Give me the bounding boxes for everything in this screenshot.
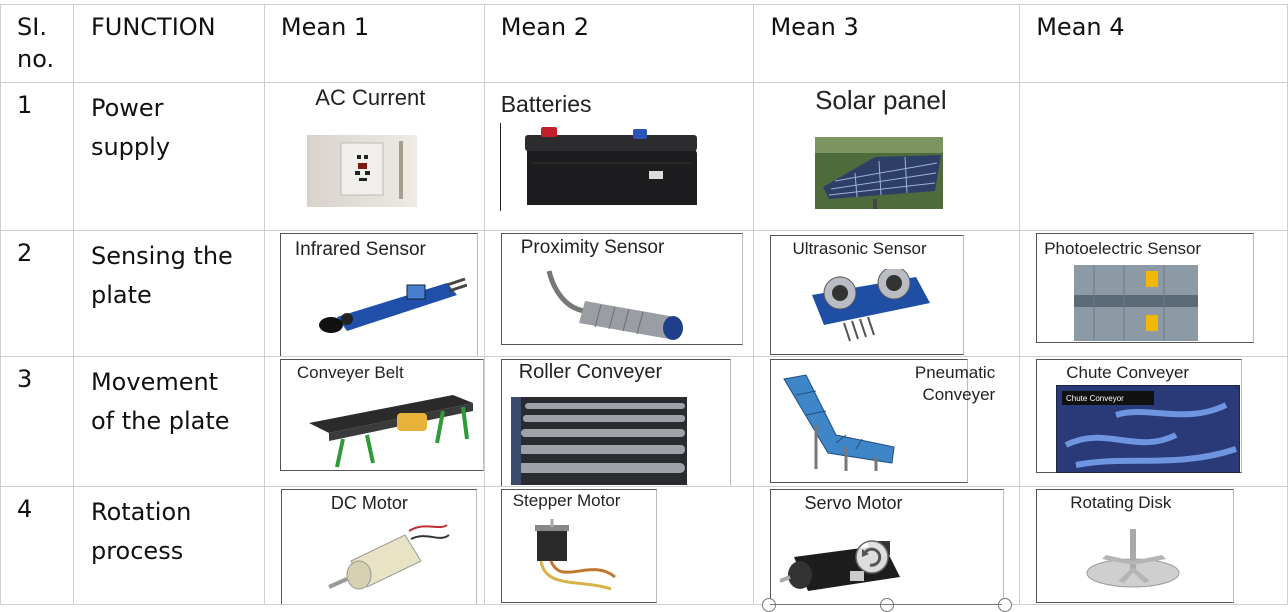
- header-row: SI. no. FUNCTION Mean 1 Mean 2 Mean 3 Mea…: [0, 4, 1288, 83]
- mean-cell-dc-motor: DC Motor: [263, 486, 485, 605]
- mean-cell-batteries: Batteries: [483, 82, 755, 231]
- proximity-sensor-image: [546, 270, 683, 340]
- caption: Solar panel: [815, 85, 947, 115]
- caption: Photoelectric Sensor: [1044, 239, 1202, 258]
- caption: Conveyer Belt: [296, 363, 404, 382]
- mean-cell-chute-conveyer: Chute Conveyer Chute Conveyor: [1019, 356, 1288, 487]
- row-number: 1: [0, 82, 74, 231]
- mean-cell-stepper-motor: Stepper Motor: [483, 486, 755, 605]
- caption: Proximity Sensor: [520, 237, 665, 258]
- mean-cell-servo-motor: Servo Motor: [753, 486, 1021, 605]
- caption: Servo Motor: [804, 493, 903, 513]
- mean-cell-conveyer-belt: Conveyer Belt: [263, 356, 485, 487]
- caption-line-2: Conveyer: [922, 385, 996, 404]
- ultrasonic-sensor-image: [812, 269, 931, 342]
- header-mean-2: Mean 2: [483, 4, 755, 83]
- dc-motor-image: [328, 524, 450, 590]
- pneumatic-conveyor-image: [783, 374, 896, 471]
- caption: Infrared Sensor: [294, 239, 426, 260]
- row-number: 2: [0, 230, 74, 357]
- resize-handle-center[interactable]: [880, 598, 894, 612]
- function-cell: Power supply: [72, 82, 265, 231]
- caption: DC Motor: [330, 493, 408, 513]
- function-cell: Movement of the plate: [72, 356, 265, 487]
- caption: Rotating Disk: [1070, 493, 1172, 512]
- mean-cell-proximity-sensor: Proximity Sensor: [483, 230, 755, 357]
- mean-cell-empty: [1019, 82, 1288, 231]
- mean-cell-photoelectric-sensor: Photoelectric Sensor: [1019, 230, 1288, 357]
- caption-line-1: Pneumatic: [914, 363, 996, 382]
- car-battery-image: [524, 127, 697, 205]
- function-cell: Sensing the plate: [72, 230, 265, 357]
- wall-socket-image: [306, 135, 417, 207]
- header-mean-3: Mean 3: [753, 4, 1021, 83]
- chute-inner-label: Chute Conveyor: [1066, 394, 1124, 403]
- servo-motor-image: [780, 541, 901, 591]
- solar-panel-image: [815, 137, 944, 209]
- caption: Roller Conveyer: [518, 361, 663, 383]
- caption: Batteries: [500, 91, 592, 117]
- stepper-motor-image: [534, 519, 616, 591]
- caption: AC Current: [315, 85, 426, 110]
- roller-conveyor-image: [510, 397, 687, 485]
- header-mean-4: Mean 4: [1019, 4, 1288, 83]
- rotating-disk-image: [1086, 529, 1180, 588]
- mean-cell-ultrasonic-sensor: Ultrasonic Sensor: [753, 230, 1021, 357]
- mean-cell-pneumatic-conveyer: Pneumatic Conveyer: [753, 356, 1021, 487]
- photoelectric-sensor-image: [1074, 265, 1199, 341]
- mean-cell-infrared-sensor: Infrared Sensor: [263, 230, 485, 357]
- mean-cell-solar-panel: Solar panel: [753, 82, 1021, 231]
- table-row: 1 Power supply AC Current Batteries: [0, 82, 1288, 231]
- table-row: 3 Movement of the plate Conveyer Belt Rol…: [0, 356, 1288, 487]
- header-sl-no: SI. no.: [0, 4, 74, 83]
- row-number: 4: [0, 486, 74, 605]
- rotate-icon[interactable]: [854, 539, 890, 575]
- header-function: FUNCTION: [72, 4, 265, 83]
- infrared-sensor-module-image: [318, 277, 467, 333]
- mean-cell-roller-conveyer: Roller Conveyer: [483, 356, 755, 487]
- caption: Chute Conveyer: [1066, 363, 1190, 382]
- conveyor-belt-image: [308, 395, 473, 468]
- mean-cell-rotating-disk: Rotating Disk: [1019, 486, 1288, 605]
- morphological-chart-table: SI. no. FUNCTION Mean 1 Mean 2 Mean 3 Mea…: [0, 4, 1288, 605]
- table-row: 4 Rotation process DC Motor Stepper Motor: [0, 486, 1288, 605]
- caption: Stepper Motor: [512, 491, 621, 510]
- table-row: 2 Sensing the plate Infrared Sensor Proxi…: [0, 230, 1288, 357]
- resize-handle-right[interactable]: [998, 598, 1012, 612]
- caption: Ultrasonic Sensor: [792, 239, 927, 258]
- header-mean-1: Mean 1: [263, 4, 485, 83]
- chute-conveyor-image: Chute Conveyor: [1056, 385, 1241, 473]
- row-number: 3: [0, 356, 74, 487]
- resize-handle-left[interactable]: [762, 598, 776, 612]
- mean-cell-ac-current: AC Current: [263, 82, 485, 231]
- function-cell: Rotation process: [72, 486, 265, 605]
